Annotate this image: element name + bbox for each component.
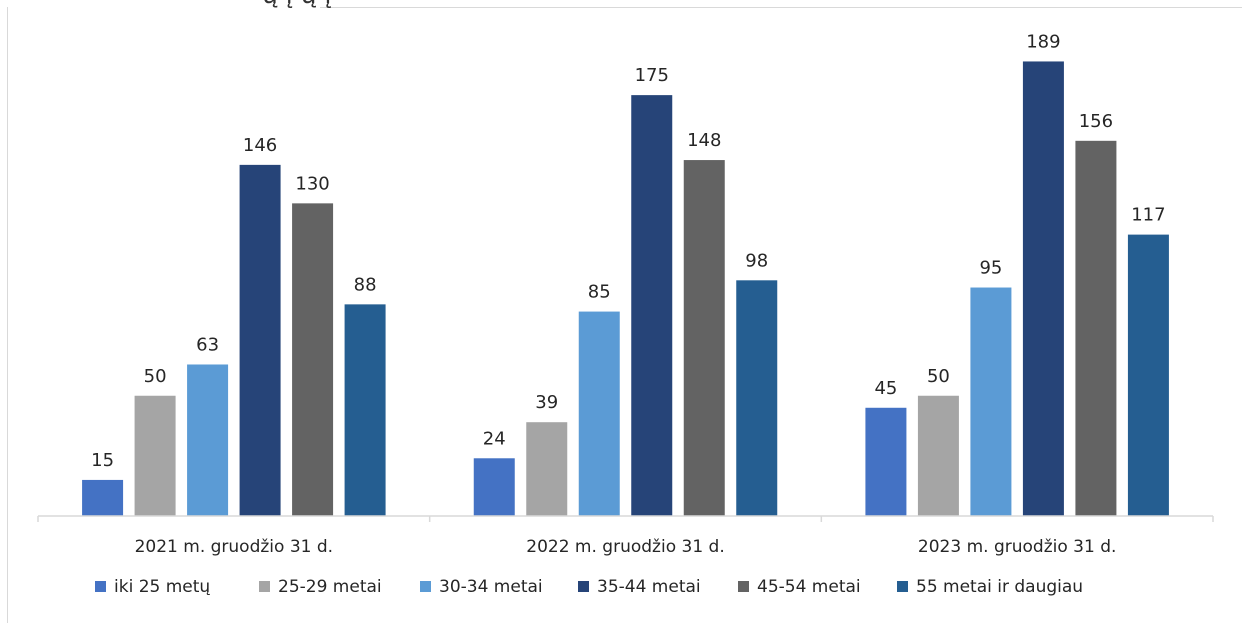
bar-2-4 [631, 95, 673, 516]
category-label: 2021 m. gruodžio 31 d. [135, 537, 333, 557]
legend-swatch [259, 581, 270, 592]
bar-value-label: 63 [196, 334, 219, 355]
bar-3-6 [1127, 234, 1169, 517]
legend: iki 25 metų 25-29 metai 30-34 metai 35-44 m… [95, 577, 1083, 597]
bar-value-label: 117 [1131, 205, 1165, 226]
legend-label: iki 25 metų [114, 577, 210, 597]
bars-layer [82, 61, 1169, 517]
bar-1-6 [344, 304, 386, 516]
x-axis [37, 515, 1214, 522]
bar-2-3 [578, 311, 620, 516]
bar-2-2 [526, 422, 568, 516]
legend-swatch [578, 581, 589, 592]
bar-value-label: 148 [687, 130, 721, 151]
bar-3-1 [865, 407, 907, 516]
legend-label: 35-44 metai [597, 577, 701, 597]
bar-3-3 [970, 287, 1012, 516]
legend-swatch [95, 581, 106, 592]
value-labels-layer: 15 50 63 146 130 88 24 39 85 175 148 98 45 50 95 189 156… [91, 31, 1165, 470]
bar-3-5 [1075, 140, 1117, 516]
legend-label: 30-34 metai [439, 577, 543, 597]
bar-2-1 [473, 458, 515, 516]
bar-3-4 [1022, 61, 1064, 516]
bar-2-6 [736, 280, 778, 516]
bar-1-3 [187, 364, 229, 516]
bar-value-label: 88 [354, 274, 377, 295]
bar-value-label: 24 [483, 428, 506, 449]
legend-swatch [738, 581, 749, 592]
category-labels: 2021 m. gruodžio 31 d. 2022 m. gruodžio 3… [135, 537, 1117, 557]
bar-1-2 [134, 395, 176, 516]
legend-swatch [420, 581, 431, 592]
bar-1-5 [292, 203, 334, 516]
frame-border-left [7, 7, 8, 623]
legend-swatch [897, 581, 908, 592]
bar-1-1 [82, 479, 124, 516]
bar-value-label: 175 [635, 65, 669, 86]
bar-value-label: 50 [927, 366, 950, 387]
bar-value-label: 39 [535, 392, 558, 413]
bar-value-label: 146 [243, 135, 277, 156]
bar-3-2 [917, 395, 959, 516]
bar-2-5 [683, 160, 725, 516]
bar-value-label: 130 [295, 173, 329, 194]
bar-value-label: 85 [588, 282, 611, 303]
frame-border-top [320, 7, 1242, 8]
bar-value-label: 95 [979, 258, 1002, 279]
bar-value-label: 15 [91, 450, 114, 471]
bar-value-label: 156 [1079, 111, 1113, 132]
category-label: 2022 m. gruodžio 31 d. [526, 537, 724, 557]
cropped-title-fragment: ų į ų į [262, 0, 331, 9]
bar-value-label: 98 [745, 250, 768, 271]
bar-1-4 [239, 164, 281, 516]
legend-label: 25-29 metai [278, 577, 382, 597]
bar-value-label: 45 [874, 378, 897, 399]
category-label: 2023 m. gruodžio 31 d. [918, 537, 1116, 557]
bar-value-label: 50 [144, 366, 167, 387]
bar-value-label: 189 [1026, 31, 1060, 52]
legend-label: 45-54 metai [757, 577, 861, 597]
legend-label: 55 metai ir daugiau [916, 577, 1083, 597]
